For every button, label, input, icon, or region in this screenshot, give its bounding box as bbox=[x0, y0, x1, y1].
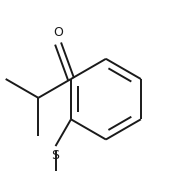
Text: S: S bbox=[52, 149, 60, 162]
Text: O: O bbox=[53, 26, 63, 39]
